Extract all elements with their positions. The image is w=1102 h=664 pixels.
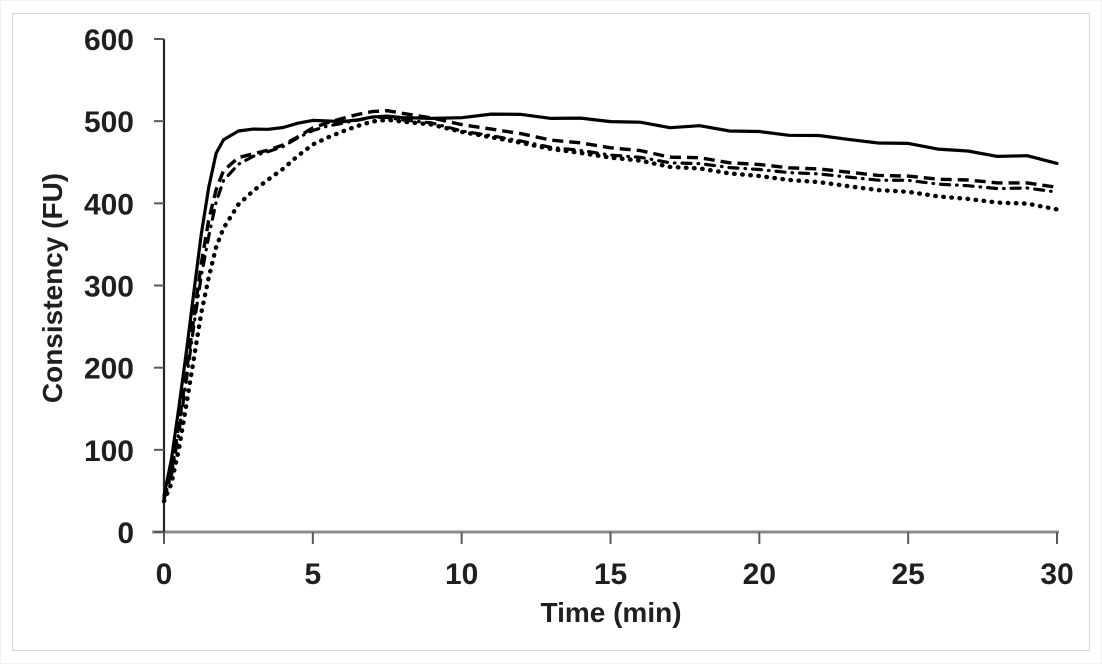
series-dash-dot bbox=[162, 115, 1059, 500]
series-solid bbox=[162, 112, 1059, 498]
y-tick-label: 500 bbox=[84, 106, 134, 139]
x-tick-label: 15 bbox=[594, 558, 627, 591]
x-axis-title: Time (min) bbox=[540, 597, 682, 628]
series-dashed bbox=[162, 109, 1058, 501]
x-tick-label: 10 bbox=[445, 558, 478, 591]
series-dotted bbox=[161, 117, 1060, 504]
y-tick-label: 600 bbox=[84, 24, 134, 57]
y-tick-label: 400 bbox=[84, 188, 134, 221]
y-tick-label: 200 bbox=[84, 353, 134, 386]
x-tick-label: 25 bbox=[891, 558, 924, 591]
x-tick-label: 20 bbox=[743, 558, 776, 591]
y-axis-title: Consistency (FU) bbox=[37, 172, 68, 404]
x-tick-label: 0 bbox=[156, 558, 173, 591]
y-tick-label: 100 bbox=[84, 435, 134, 468]
y-tick-label: 300 bbox=[84, 271, 134, 304]
x-tick-label: 30 bbox=[1040, 558, 1073, 591]
y-tick-label: 0 bbox=[117, 517, 134, 550]
x-tick-label: 5 bbox=[304, 558, 321, 591]
